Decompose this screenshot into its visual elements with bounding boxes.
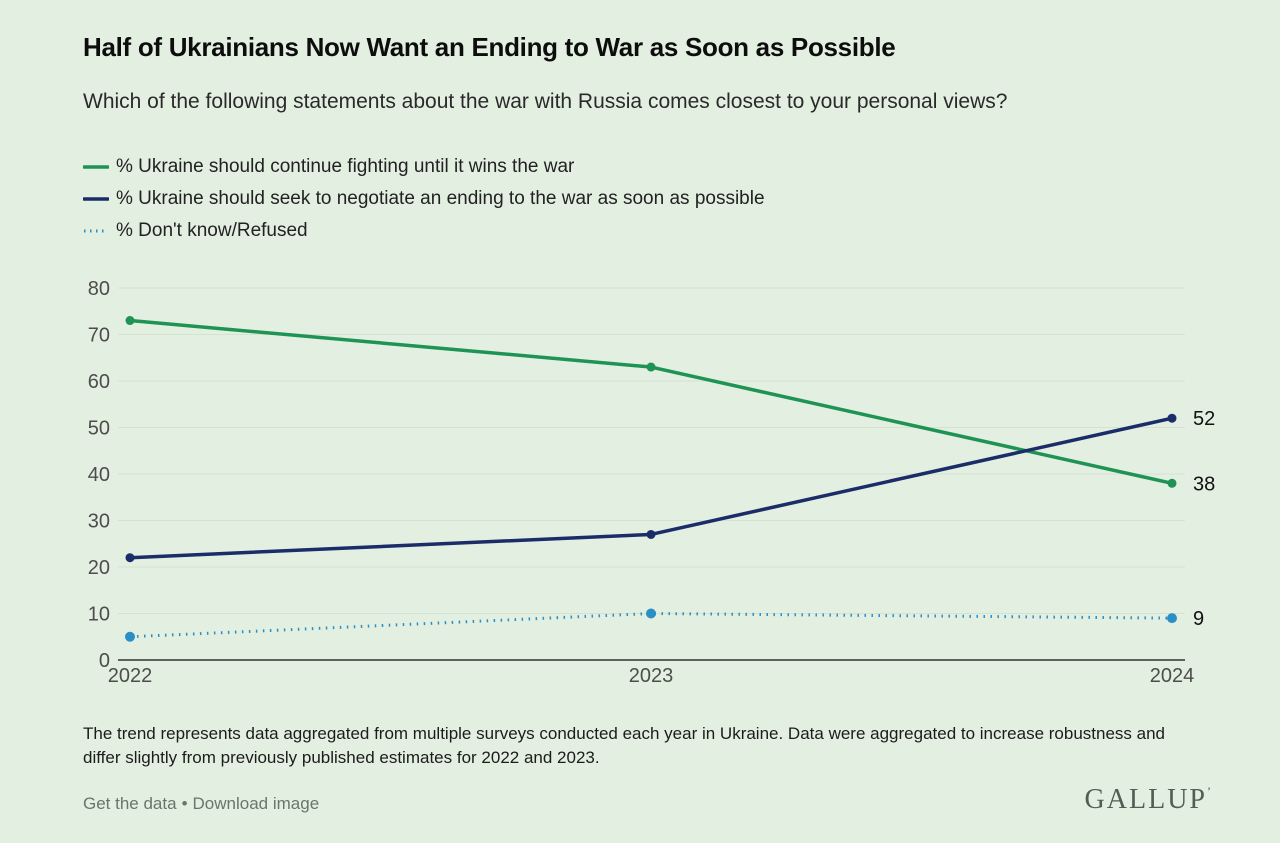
get-the-data-link[interactable]: Get the data bbox=[83, 794, 177, 813]
legend-item-dontknow: % Don't know/Refused bbox=[83, 215, 765, 247]
link-separator: • bbox=[181, 794, 188, 813]
legend: % Ukraine should continue fighting until… bbox=[83, 151, 765, 247]
chart-svg: 0 10 20 30 40 50 60 70 80 2022 2023 2024 38 52 9 bbox=[88, 278, 1216, 687]
y-axis-tick-label: 30 bbox=[88, 511, 110, 533]
legend-item-fighting: % Ukraine should continue fighting until… bbox=[83, 151, 765, 183]
chart-subtitle: Which of the following statements about … bbox=[83, 90, 1008, 113]
y-axis-tick-label: 70 bbox=[88, 325, 110, 347]
gallup-trademark: ’ bbox=[1207, 784, 1211, 798]
footer-links: Get the data • Download image bbox=[83, 794, 319, 814]
data-point[interactable] bbox=[1167, 413, 1177, 423]
data-point[interactable] bbox=[646, 608, 656, 619]
y-axis-tick-label: 10 bbox=[88, 604, 110, 626]
y-axis-tick-label: 80 bbox=[88, 278, 110, 300]
footnote: The trend represents data aggregated fro… bbox=[83, 724, 1166, 768]
data-point[interactable] bbox=[125, 316, 135, 326]
data-point[interactable] bbox=[1167, 613, 1177, 624]
y-axis-tick-label: 50 bbox=[88, 418, 110, 440]
legend-label: % Ukraine should seek to negotiate an en… bbox=[116, 188, 765, 209]
series-end-value-label: 9 bbox=[1193, 608, 1204, 630]
series-line bbox=[128, 318, 1174, 486]
x-axis-tick-label: 2023 bbox=[629, 665, 674, 687]
legend-swatch-dotted-blue-line-icon bbox=[84, 229, 108, 233]
series-line bbox=[129, 612, 1173, 639]
data-point[interactable] bbox=[646, 529, 656, 539]
legend-swatch-navy-line-icon bbox=[83, 197, 109, 201]
y-axis-tick-label: 0 bbox=[99, 650, 110, 672]
data-point[interactable] bbox=[125, 553, 135, 563]
legend-label: % Don't know/Refused bbox=[116, 220, 308, 241]
y-axis-tick-label: 20 bbox=[88, 557, 110, 579]
x-axis-tick-label: 2022 bbox=[108, 665, 153, 687]
series-end-value-label: 52 bbox=[1193, 408, 1215, 430]
series-end-value-label: 38 bbox=[1193, 473, 1215, 495]
legend-label: % Ukraine should continue fighting until… bbox=[116, 156, 575, 177]
gallup-logo: GALLUP’ bbox=[1084, 784, 1211, 815]
y-axis-tick-label: 60 bbox=[88, 371, 110, 393]
legend-item-negotiate: % Ukraine should seek to negotiate an en… bbox=[83, 183, 765, 215]
data-point[interactable] bbox=[646, 362, 656, 372]
data-point[interactable] bbox=[1167, 478, 1177, 488]
chart-title: Half of Ukrainians Now Want an Ending to… bbox=[83, 32, 896, 62]
data-point[interactable] bbox=[125, 631, 135, 642]
x-axis-tick-label: 2024 bbox=[1150, 665, 1195, 687]
y-axis-tick-label: 40 bbox=[88, 464, 110, 486]
line-chart: 0 10 20 30 40 50 60 70 80 2022 2023 2024 38 52 9 bbox=[0, 278, 1280, 708]
download-image-link[interactable]: Download image bbox=[192, 794, 320, 813]
legend-swatch-green-line-icon bbox=[83, 165, 109, 169]
